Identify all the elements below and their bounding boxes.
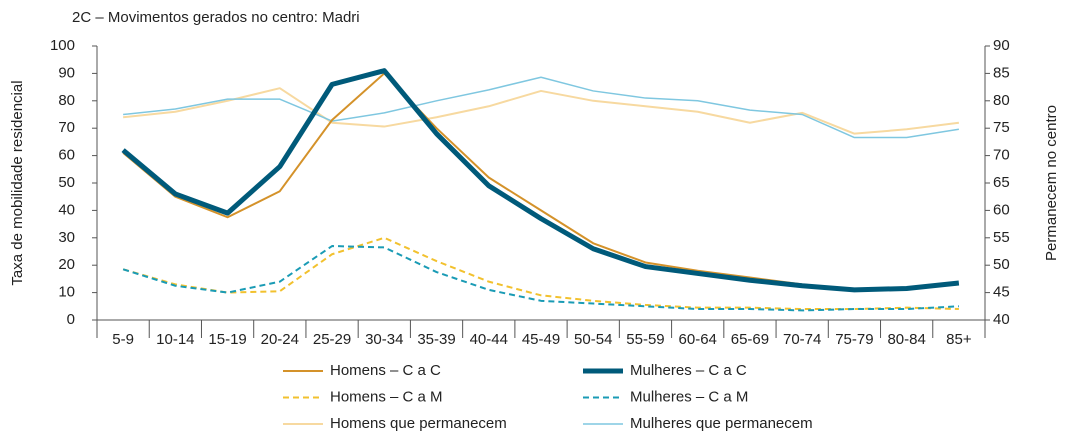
series-line <box>122 245 959 312</box>
series-line <box>121 68 960 293</box>
y-tick-label: 10 <box>58 284 75 301</box>
y-tick-label: 80 <box>58 92 75 109</box>
series-line <box>122 72 959 291</box>
y-tick-label: 70 <box>58 119 75 136</box>
legend-label: Mulheres – C a C <box>630 362 747 379</box>
y2-tick-label: 50 <box>993 256 1010 273</box>
x-tick-label: 60-64 <box>679 331 717 348</box>
y2-tick-label: 75 <box>993 119 1010 136</box>
y-tick-label: 40 <box>58 201 75 218</box>
y-axis-label: Taxa de mobilidade residencial <box>9 80 26 285</box>
y-tick-label: 50 <box>58 174 75 191</box>
y2-tick-label: 55 <box>993 229 1010 246</box>
y-tick-label: 30 <box>58 229 75 246</box>
x-tick-label: 85+ <box>946 331 972 348</box>
y2-tick-label: 60 <box>993 201 1010 218</box>
y2-tick-label: 45 <box>993 284 1010 301</box>
legend-label: Mulheres que permanecem <box>630 415 813 432</box>
series-line <box>122 236 959 311</box>
x-tick-label: 25-29 <box>313 331 351 348</box>
y-tick-label: 60 <box>58 147 75 164</box>
legend-label: Homens – C a C <box>330 362 441 379</box>
x-tick-label: 50-54 <box>574 331 612 348</box>
x-tick-label: 45-49 <box>522 331 560 348</box>
y-tick-label: 0 <box>67 311 75 328</box>
y2-axis-label: Permanecem no centro <box>1043 105 1060 261</box>
legend-label: Homens que permanecem <box>330 415 507 432</box>
x-tick-label: 20-24 <box>261 331 299 348</box>
y2-tick-label: 40 <box>993 311 1010 328</box>
y2-tick-label: 65 <box>993 174 1010 191</box>
y-tick-label: 20 <box>58 256 75 273</box>
y-tick-label: 100 <box>50 37 75 54</box>
x-tick-label: 55-59 <box>626 331 664 348</box>
x-tick-label: 10-14 <box>156 331 194 348</box>
y2-tick-label: 70 <box>993 147 1010 164</box>
y-tick-label: 90 <box>58 64 75 81</box>
chart-title: 2C – Movimentos gerados no centro: Madri <box>72 9 360 26</box>
x-tick-label: 75-79 <box>835 331 873 348</box>
x-tick-label: 15-19 <box>208 331 246 348</box>
y2-tick-label: 90 <box>993 37 1010 54</box>
series-line <box>123 87 960 135</box>
y2-tick-label: 80 <box>993 92 1010 109</box>
y2-tick-label: 85 <box>993 64 1010 81</box>
x-tick-label: 65-69 <box>731 331 769 348</box>
x-tick-label: 30-34 <box>365 331 403 348</box>
legend-label: Mulheres – C a M <box>630 388 748 405</box>
x-tick-label: 80-84 <box>887 331 925 348</box>
x-tick-label: 5-9 <box>112 331 134 348</box>
x-tick-label: 35-39 <box>417 331 455 348</box>
series-line <box>123 76 959 139</box>
legend-label: Homens – C a M <box>330 388 443 405</box>
x-tick-label: 40-44 <box>470 331 508 348</box>
x-tick-label: 70-74 <box>783 331 821 348</box>
